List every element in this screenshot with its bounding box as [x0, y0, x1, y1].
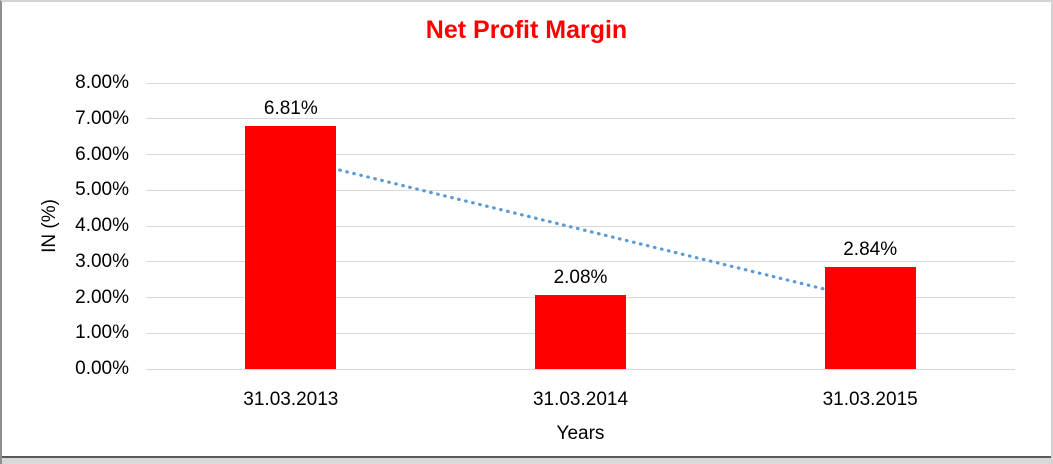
trendline-dotted-line	[289, 156, 872, 302]
x-tick-label: 31.03.2015	[822, 389, 918, 410]
chart-title: Net Profit Margin	[425, 16, 628, 44]
gridline	[146, 189, 1015, 191]
y-tick-label: 7.00%	[75, 107, 129, 129]
y-tick-label: 0.00%	[75, 358, 129, 379]
gridline	[146, 368, 1015, 370]
frame-bottom-edge	[2, 456, 1051, 464]
y-tick-label: 8.00%	[75, 72, 129, 93]
y-tick-label: 2.00%	[75, 286, 129, 308]
y-tick-label: 4.00%	[75, 215, 129, 236]
y-tick-label: 1.00%	[75, 322, 129, 344]
x-tick-label: 31.03.2014	[532, 389, 629, 410]
bar-data-label: 2.84%	[843, 239, 898, 261]
y-tick-label: 3.00%	[75, 250, 129, 272]
gridline	[146, 261, 1015, 263]
trendline	[289, 156, 872, 302]
y-tick-label: 6.00%	[75, 143, 129, 165]
gridline	[146, 118, 1015, 120]
gridline	[146, 82, 1015, 84]
x-axis-title: Years	[556, 423, 605, 444]
bar	[535, 294, 626, 369]
bar	[824, 267, 916, 369]
gridline	[146, 154, 1015, 155]
bar-data-label: 2.08%	[553, 266, 608, 288]
bar-data-label: 6.81%	[263, 97, 318, 119]
bar	[245, 125, 337, 369]
plot-area: 6.81% 2.08% 2.84%	[146, 82, 1015, 370]
y-tick-label: 5.00%	[75, 179, 129, 201]
gridline	[146, 225, 1015, 227]
x-tick-label: 31.03.2013	[243, 389, 339, 410]
